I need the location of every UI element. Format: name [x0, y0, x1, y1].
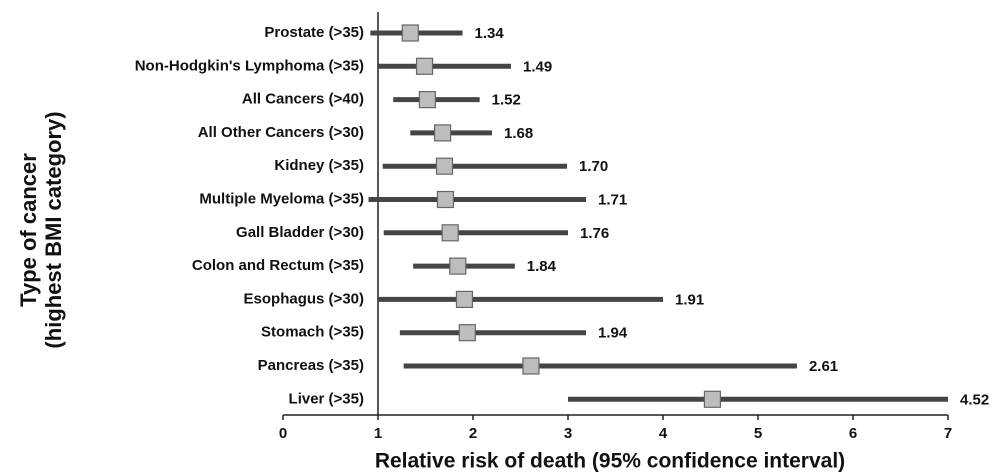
y-axis-title: Type of cancer [16, 153, 41, 307]
category-label: Prostate (>35) [264, 24, 364, 41]
point-estimate [435, 157, 454, 175]
category-label: All Cancers (>40) [242, 91, 364, 108]
point-estimate [436, 190, 455, 209]
point-estimate [449, 257, 467, 275]
point-estimate [703, 390, 722, 408]
category-label: Pancreas (>35) [258, 357, 364, 374]
x-tick-label: 4 [659, 425, 668, 442]
value-label: 1.94 [598, 325, 628, 342]
category-label: Gall Bladder (>30) [236, 224, 364, 241]
category-label: Multiple Myeloma (>35) [199, 190, 364, 207]
x-tick-label: 1 [374, 425, 382, 442]
x-tick-label: 0 [279, 425, 287, 442]
value-label: 1.70 [579, 158, 608, 175]
point-estimate [418, 90, 436, 109]
point-estimate [458, 324, 476, 342]
value-label: 1.49 [523, 58, 552, 75]
point-estimate [455, 290, 474, 308]
category-label: Non-Hodgkin's Lymphoma (>35) [135, 57, 364, 74]
value-label: 1.91 [675, 291, 704, 308]
point-estimate [522, 357, 540, 375]
category-label: All Other Cancers (>30) [198, 124, 364, 141]
category-label: Colon and Rectum (>35) [192, 257, 364, 274]
category-label: Kidney (>35) [274, 157, 364, 174]
x-tick-label: 7 [944, 425, 952, 442]
category-label: Liver (>35) [289, 390, 364, 407]
x-tick-label: 2 [469, 425, 477, 442]
x-tick-label: 3 [564, 425, 572, 442]
value-label: 1.34 [475, 25, 505, 42]
point-estimate [434, 124, 452, 142]
y-axis-title: (highest BMI category) [41, 111, 66, 348]
category-label: Esophagus (>30) [244, 290, 364, 307]
value-label: 1.68 [504, 125, 533, 142]
value-label: 4.52 [960, 391, 989, 408]
category-label: Stomach (>35) [261, 324, 364, 341]
value-label: 1.71 [598, 191, 627, 208]
value-label: 2.61 [809, 358, 838, 375]
point-estimate [441, 224, 459, 242]
x-axis-title: Relative risk of death (95% confidence i… [375, 450, 845, 473]
x-tick-label: 5 [754, 425, 762, 442]
point-estimate [415, 57, 434, 75]
point-estimate [401, 24, 419, 42]
x-tick-label: 6 [849, 425, 857, 442]
value-label: 1.84 [527, 258, 557, 275]
value-label: 1.76 [580, 225, 609, 242]
value-label: 1.52 [492, 92, 521, 109]
